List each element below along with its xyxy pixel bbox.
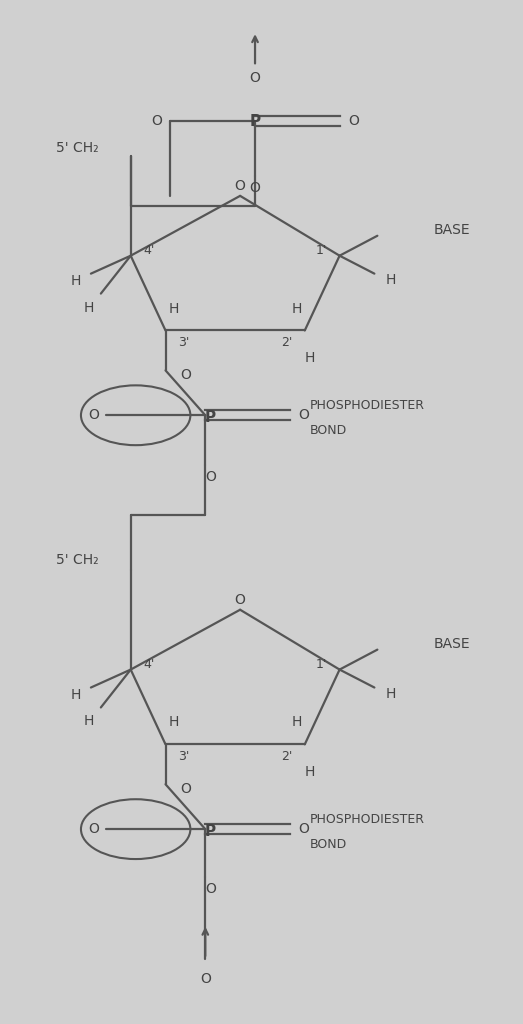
Text: H: H bbox=[386, 686, 396, 700]
Text: O: O bbox=[348, 114, 359, 128]
Text: P: P bbox=[249, 114, 260, 129]
Text: O: O bbox=[200, 972, 211, 986]
Text: H: H bbox=[168, 716, 179, 729]
Text: O: O bbox=[235, 179, 246, 193]
Text: O: O bbox=[180, 782, 191, 797]
Text: H: H bbox=[84, 715, 94, 728]
Text: P: P bbox=[204, 823, 216, 839]
Text: H: H bbox=[292, 301, 302, 315]
Text: H: H bbox=[71, 273, 81, 288]
Text: 2': 2' bbox=[281, 750, 292, 763]
Text: 2': 2' bbox=[281, 336, 292, 349]
Text: 1': 1' bbox=[316, 658, 327, 671]
Text: 3': 3' bbox=[178, 750, 189, 763]
Text: 3': 3' bbox=[178, 336, 189, 349]
Text: O: O bbox=[235, 593, 246, 607]
Text: H: H bbox=[84, 301, 94, 314]
Text: O: O bbox=[205, 470, 215, 484]
Text: O: O bbox=[88, 409, 99, 422]
Text: O: O bbox=[249, 72, 260, 85]
Text: BOND: BOND bbox=[310, 424, 347, 436]
Text: 5' CH₂: 5' CH₂ bbox=[56, 141, 99, 155]
Text: PHOSPHODIESTER: PHOSPHODIESTER bbox=[310, 398, 425, 412]
Text: H: H bbox=[304, 351, 315, 366]
Text: 5' CH₂: 5' CH₂ bbox=[56, 553, 99, 567]
Text: H: H bbox=[386, 272, 396, 287]
Text: 4': 4' bbox=[143, 244, 154, 257]
Text: H: H bbox=[304, 765, 315, 779]
Text: H: H bbox=[71, 687, 81, 701]
Text: H: H bbox=[168, 301, 179, 315]
Text: BASE: BASE bbox=[434, 223, 471, 237]
Text: 4': 4' bbox=[143, 658, 154, 671]
Text: O: O bbox=[249, 181, 260, 195]
Text: O: O bbox=[205, 882, 215, 896]
Text: O: O bbox=[88, 822, 99, 837]
Text: O: O bbox=[298, 822, 309, 837]
Text: BOND: BOND bbox=[310, 838, 347, 851]
Text: P: P bbox=[204, 410, 216, 425]
Text: O: O bbox=[151, 114, 162, 128]
Text: O: O bbox=[180, 369, 191, 382]
Text: H: H bbox=[292, 716, 302, 729]
Text: 1': 1' bbox=[316, 244, 327, 257]
Text: BASE: BASE bbox=[434, 637, 471, 650]
Text: PHOSPHODIESTER: PHOSPHODIESTER bbox=[310, 813, 425, 825]
Text: O: O bbox=[298, 409, 309, 422]
